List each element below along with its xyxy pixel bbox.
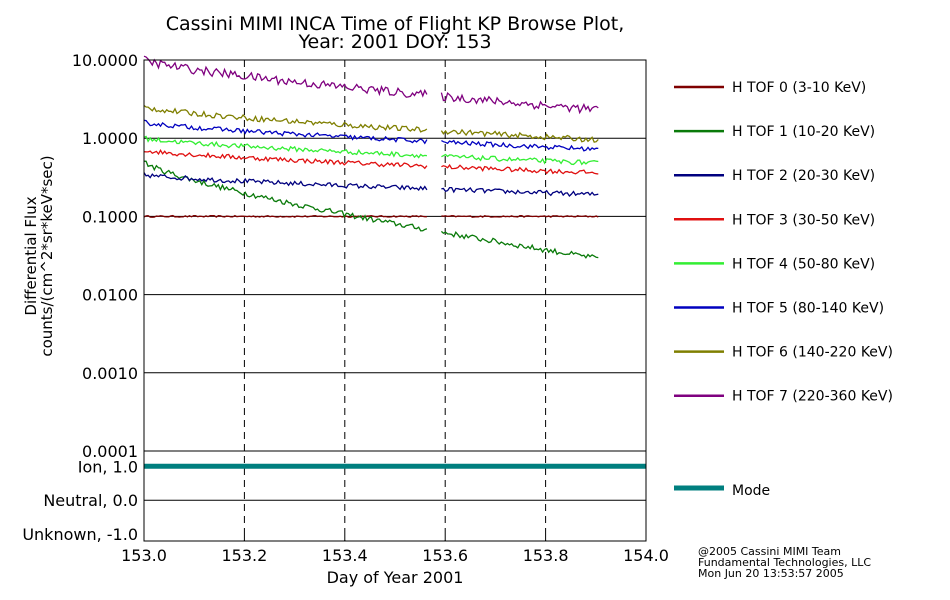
chart-title-line1: Cassini MIMI INCA Time of Flight KP Brow… [166, 13, 625, 35]
chart-title-line2: Year: 2001 DOY: 153 [297, 31, 491, 53]
y-tick-label: 0.0010 [82, 364, 138, 383]
series-line-tof-3 [143, 148, 428, 170]
credit-line3: Mon Jun 20 13:53:57 2005 [698, 567, 844, 580]
series-line-tof-6 [440, 128, 599, 143]
y-tick-label: 0.0001 [82, 442, 138, 461]
legend-label-tof-2: H TOF 2 (20-30 KeV) [732, 168, 875, 184]
x-tick-label: 153.0 [121, 546, 167, 565]
series-line-tof-7 [440, 91, 599, 115]
mode-panel-frame [143, 450, 647, 542]
series-line-tof-4 [441, 153, 599, 166]
y-tick-label: 0.1000 [82, 207, 138, 226]
series-line-tof-5 [441, 139, 599, 152]
legend-label-mode: Mode [732, 483, 770, 499]
credit-line2: Fundamental Technologies, LLC [698, 556, 871, 569]
y-tick-labels: 10.0000 1.0000 0.1000 0.0100 0.0010 0.0001Ion… [22, 51, 138, 544]
y-tick-label: 10.0000 [72, 51, 138, 70]
series-line-tof-4 [143, 135, 427, 159]
y-tick-label: 0.0100 [82, 286, 138, 305]
legend: H TOF 0 (3-10 KeV) H TOF 1 (10-20 KeV) H T… [674, 80, 893, 499]
series-line-tof-6 [143, 104, 428, 133]
legend-label-tof-0: H TOF 0 (3-10 KeV) [732, 80, 866, 96]
x-axis-label: Day of Year 2001 [327, 568, 464, 587]
legend-label-tof-5: H TOF 5 (80-140 KeV) [732, 301, 884, 317]
series-line-tof-1 [440, 230, 599, 259]
x-tick-label: 154.0 [623, 546, 669, 565]
series-line-tof-3 [441, 163, 599, 175]
legend-label-tof-6: H TOF 6 (140-220 KeV) [732, 345, 893, 361]
series-line-tof-0 [143, 214, 427, 218]
x-tick-label: 153.6 [422, 546, 468, 565]
legend-label-tof-3: H TOF 3 (30-50 KeV) [732, 212, 875, 228]
x-tick-label: 153.4 [322, 546, 368, 565]
x-tick-label: 153.2 [221, 546, 267, 565]
x-tick-labels: 153.0 153.2 153.4 153.6 153.8 154.0 [121, 546, 669, 565]
legend-label-tof-7: H TOF 7 (220-360 KeV) [732, 389, 893, 405]
series-line-tof-2 [441, 186, 599, 198]
series-line-tof-5 [143, 119, 428, 145]
mode-tick-label: Unknown, -1.0 [22, 525, 138, 544]
flux-panel-frame [143, 59, 647, 452]
y-tick-label: 1.0000 [82, 129, 138, 148]
series-line-tof-7 [143, 55, 428, 98]
series-line-tof-2 [143, 172, 428, 191]
x-tick-label: 153.8 [523, 546, 569, 565]
grid-layer [143, 59, 647, 541]
legend-label-tof-4: H TOF 4 (50-80 KeV) [732, 256, 875, 272]
series-line-tof-0 [441, 214, 599, 218]
series-layer [143, 55, 646, 469]
legend-label-tof-1: H TOF 1 (10-20 KeV) [732, 124, 875, 140]
y-axis-label-line2: counts/(cm^2*sr*keV*sec) [38, 155, 56, 356]
series-line-tof-1 [143, 160, 428, 232]
credit-line1: @2005 Cassini MIMI Team [698, 545, 841, 558]
y-axis-label-line1: Differential Flux [22, 196, 40, 315]
mode-tick-label: Ion, 1.0 [78, 457, 138, 476]
mode-tick-label: Neutral, 0.0 [43, 491, 138, 510]
